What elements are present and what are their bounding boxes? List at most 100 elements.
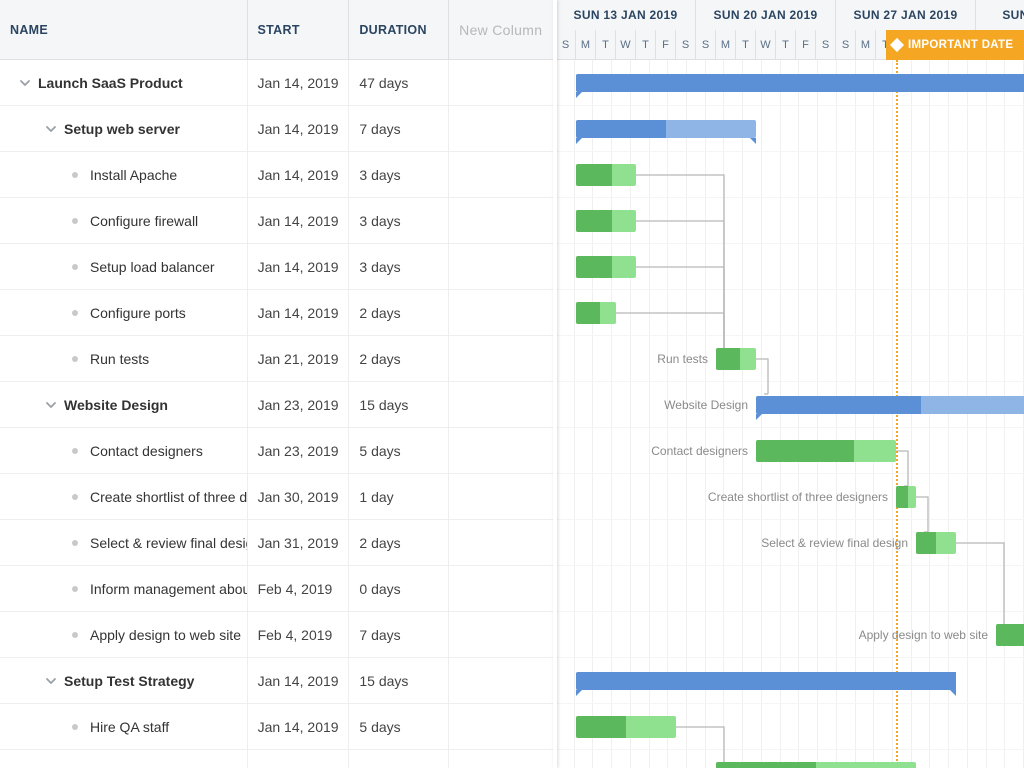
- table-row[interactable]: Setup web serverJan 14, 20197 days: [0, 106, 555, 152]
- cell-name[interactable]: Write test specs: [0, 750, 248, 768]
- cell-name[interactable]: Website Design: [0, 382, 248, 427]
- timeline-day-header[interactable]: T: [596, 30, 616, 60]
- cell-start[interactable]: Jan 14, 2019: [248, 290, 350, 335]
- cell-new[interactable]: [449, 474, 555, 519]
- table-row[interactable]: Apply design to web siteFeb 4, 20197 day…: [0, 612, 555, 658]
- cell-start[interactable]: Jan 14, 2019: [248, 152, 350, 197]
- panel-splitter[interactable]: [551, 0, 559, 768]
- cell-start[interactable]: Jan 14, 2019: [248, 244, 350, 289]
- cell-name[interactable]: Setup web server: [0, 106, 248, 151]
- cell-duration[interactable]: 10 days: [349, 750, 449, 768]
- cell-name[interactable]: Select & review final design: [0, 520, 248, 565]
- table-row[interactable]: Configure firewallJan 14, 20193 days: [0, 198, 555, 244]
- cell-duration[interactable]: 15 days: [349, 658, 449, 703]
- timeline-week-header[interactable]: SUN 13 JAN 2019: [556, 0, 696, 30]
- timeline-week-header[interactable]: SUN 27 JAN 2019: [836, 0, 976, 30]
- table-row[interactable]: Inform management about decisionFeb 4, 2…: [0, 566, 555, 612]
- cell-name[interactable]: Inform management about decision: [0, 566, 248, 611]
- timeline-day-header[interactable]: M: [576, 30, 596, 60]
- cell-duration[interactable]: 2 days: [349, 336, 449, 381]
- milestone-flag[interactable]: IMPORTANT DATE: [886, 30, 1024, 60]
- gantt-bar[interactable]: [576, 198, 636, 244]
- cell-new[interactable]: [449, 290, 555, 335]
- cell-duration[interactable]: 3 days: [349, 152, 449, 197]
- timeline-day-header[interactable]: S: [556, 30, 576, 60]
- cell-duration[interactable]: 2 days: [349, 290, 449, 335]
- cell-duration[interactable]: 47 days: [349, 60, 449, 105]
- cell-name[interactable]: Launch SaaS Product: [0, 60, 248, 105]
- gantt-bar[interactable]: Run tests: [716, 336, 756, 382]
- gantt-bar[interactable]: [576, 106, 756, 152]
- gantt-bar[interactable]: Website Design: [756, 382, 1024, 428]
- cell-new[interactable]: [449, 428, 555, 473]
- gantt-bar[interactable]: [716, 750, 916, 768]
- cell-start[interactable]: Jan 31, 2019: [248, 520, 350, 565]
- gantt-bar[interactable]: [576, 704, 676, 750]
- cell-duration[interactable]: 7 days: [349, 612, 449, 657]
- timeline-day-header[interactable]: T: [736, 30, 756, 60]
- gantt-bar[interactable]: [576, 152, 636, 198]
- table-row[interactable]: Website DesignJan 23, 201915 days: [0, 382, 555, 428]
- cell-new[interactable]: [449, 566, 555, 611]
- cell-name[interactable]: Contact designers: [0, 428, 248, 473]
- table-row[interactable]: Contact designersJan 23, 20195 days: [0, 428, 555, 474]
- table-row[interactable]: Hire QA staffJan 14, 20195 days: [0, 704, 555, 750]
- timeline-day-header[interactable]: S: [696, 30, 716, 60]
- timeline-day-header[interactable]: W: [616, 30, 636, 60]
- cell-new[interactable]: [449, 612, 555, 657]
- cell-start[interactable]: Jan 23, 2019: [248, 382, 350, 427]
- cell-start[interactable]: Jan 21, 2019: [248, 750, 350, 768]
- table-row[interactable]: Setup Test StrategyJan 14, 201915 days: [0, 658, 555, 704]
- table-row[interactable]: Run testsJan 21, 20192 days: [0, 336, 555, 382]
- chevron-down-icon[interactable]: [44, 674, 58, 688]
- cell-start[interactable]: Jan 14, 2019: [248, 60, 350, 105]
- gantt-bar[interactable]: Contact designers: [756, 428, 896, 474]
- column-header-name[interactable]: NAME: [0, 0, 248, 59]
- cell-name[interactable]: Install Apache: [0, 152, 248, 197]
- cell-duration[interactable]: 0 days: [349, 566, 449, 611]
- timeline-week-header[interactable]: SUN: [976, 0, 1024, 30]
- timeline-day-header[interactable]: S: [836, 30, 856, 60]
- cell-name[interactable]: Hire QA staff: [0, 704, 248, 749]
- table-row[interactable]: Install ApacheJan 14, 20193 days: [0, 152, 555, 198]
- timeline-week-header[interactable]: SUN 20 JAN 2019: [696, 0, 836, 30]
- timeline-day-header[interactable]: M: [856, 30, 876, 60]
- cell-start[interactable]: Jan 21, 2019: [248, 336, 350, 381]
- cell-new[interactable]: [449, 658, 555, 703]
- cell-name[interactable]: Configure ports: [0, 290, 248, 335]
- cell-start[interactable]: Feb 4, 2019: [248, 612, 350, 657]
- cell-duration[interactable]: 3 days: [349, 244, 449, 289]
- column-header-duration[interactable]: DURATION: [349, 0, 449, 59]
- cell-duration[interactable]: 2 days: [349, 520, 449, 565]
- table-row[interactable]: Select & review final designJan 31, 2019…: [0, 520, 555, 566]
- cell-name[interactable]: Setup Test Strategy: [0, 658, 248, 703]
- cell-new[interactable]: [449, 704, 555, 749]
- gantt-bar[interactable]: Select & review final design: [916, 520, 956, 566]
- gantt-bar[interactable]: [576, 658, 956, 704]
- timeline-day-header[interactable]: W: [756, 30, 776, 60]
- gantt-bar[interactable]: [576, 290, 616, 336]
- cell-name[interactable]: Setup load balancer: [0, 244, 248, 289]
- cell-start[interactable]: Feb 4, 2019: [248, 566, 350, 611]
- cell-duration[interactable]: 15 days: [349, 382, 449, 427]
- cell-new[interactable]: [449, 244, 555, 289]
- timeline-day-header[interactable]: T: [776, 30, 796, 60]
- column-header-new[interactable]: New Column: [449, 0, 555, 59]
- timeline-day-header[interactable]: M: [716, 30, 736, 60]
- cell-new[interactable]: [449, 520, 555, 565]
- table-row[interactable]: Create shortlist of three designersJan 3…: [0, 474, 555, 520]
- cell-start[interactable]: Jan 14, 2019: [248, 704, 350, 749]
- cell-start[interactable]: Jan 14, 2019: [248, 106, 350, 151]
- table-row[interactable]: Launch SaaS ProductJan 14, 201947 days: [0, 60, 555, 106]
- gantt-bar[interactable]: Apply design to web site: [996, 612, 1024, 658]
- timeline-day-header[interactable]: T: [636, 30, 656, 60]
- cell-start[interactable]: Jan 23, 2019: [248, 428, 350, 473]
- chevron-down-icon[interactable]: [18, 76, 32, 90]
- gantt-bar[interactable]: [576, 60, 1024, 106]
- cell-new[interactable]: [449, 198, 555, 243]
- table-row[interactable]: Write test specsJan 21, 201910 days: [0, 750, 555, 768]
- timeline-day-header[interactable]: F: [796, 30, 816, 60]
- gantt-bar[interactable]: [576, 244, 636, 290]
- cell-start[interactable]: Jan 14, 2019: [248, 198, 350, 243]
- cell-start[interactable]: Jan 14, 2019: [248, 658, 350, 703]
